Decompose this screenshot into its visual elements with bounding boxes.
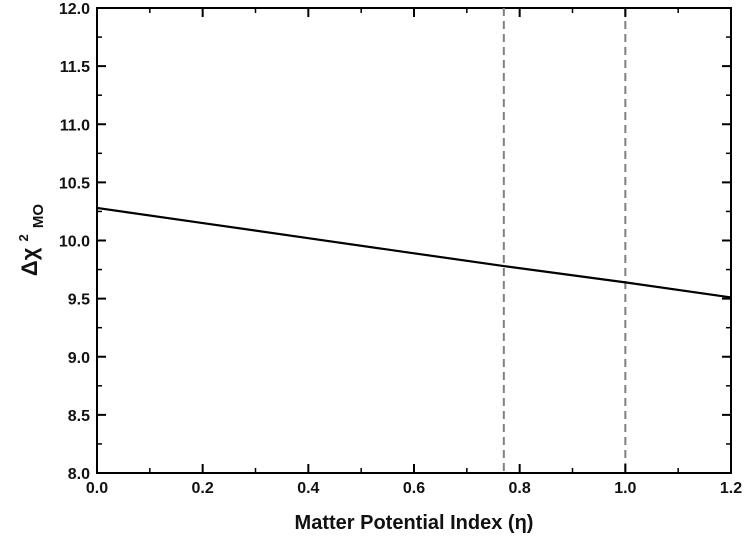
y-axis-label: Δχ 2 MO <box>8 204 47 276</box>
y-tick-label: 8.0 <box>68 466 90 483</box>
y-tick-label: 10.0 <box>59 234 90 251</box>
reference-lines <box>502 8 627 473</box>
plot-frame <box>96 7 732 474</box>
y-tick-label: 9.0 <box>68 350 90 367</box>
x-tick-label: 0.0 <box>86 480 108 497</box>
y-axis-label-prefix: Δχ <box>17 247 42 276</box>
x-axis-ticks: 0.0 0.2 0.4 0.6 0.8 1.0 1.2 <box>86 8 742 497</box>
x-tick-label: 0.6 <box>403 480 425 497</box>
x-tick-label: 1.2 <box>720 480 742 497</box>
x-axis-label: Matter Potential Index (η) <box>295 512 534 534</box>
y-tick-label: 11.5 <box>60 59 90 76</box>
x-tick-label: 1.0 <box>614 480 636 497</box>
x-tick-label: 0.4 <box>297 480 319 497</box>
y-tick-label: 8.5 <box>68 408 90 425</box>
series-line-0 <box>96 206 732 299</box>
x-tick-label: 0.2 <box>192 480 214 497</box>
y-tick-label: 11.0 <box>60 117 90 134</box>
plot-area: 0.0 0.2 0.4 0.6 0.8 1.0 1.2 8.0 8.5 9.0 9.5 10.0 10… <box>59 1 742 497</box>
y-axis-label-superscript: 2 <box>16 234 31 241</box>
y-axis-label-subscript: MO <box>30 204 47 228</box>
y-axis-ticks: 8.0 8.5 9.0 9.5 10.0 10.5 11.0 11.5 12.0 <box>59 1 731 483</box>
series-group <box>96 206 732 299</box>
x-tick-label: 0.8 <box>509 480 531 497</box>
y-tick-label: 10.5 <box>59 175 90 192</box>
y-tick-label: 12.0 <box>59 1 90 18</box>
y-tick-label: 9.5 <box>68 292 90 309</box>
